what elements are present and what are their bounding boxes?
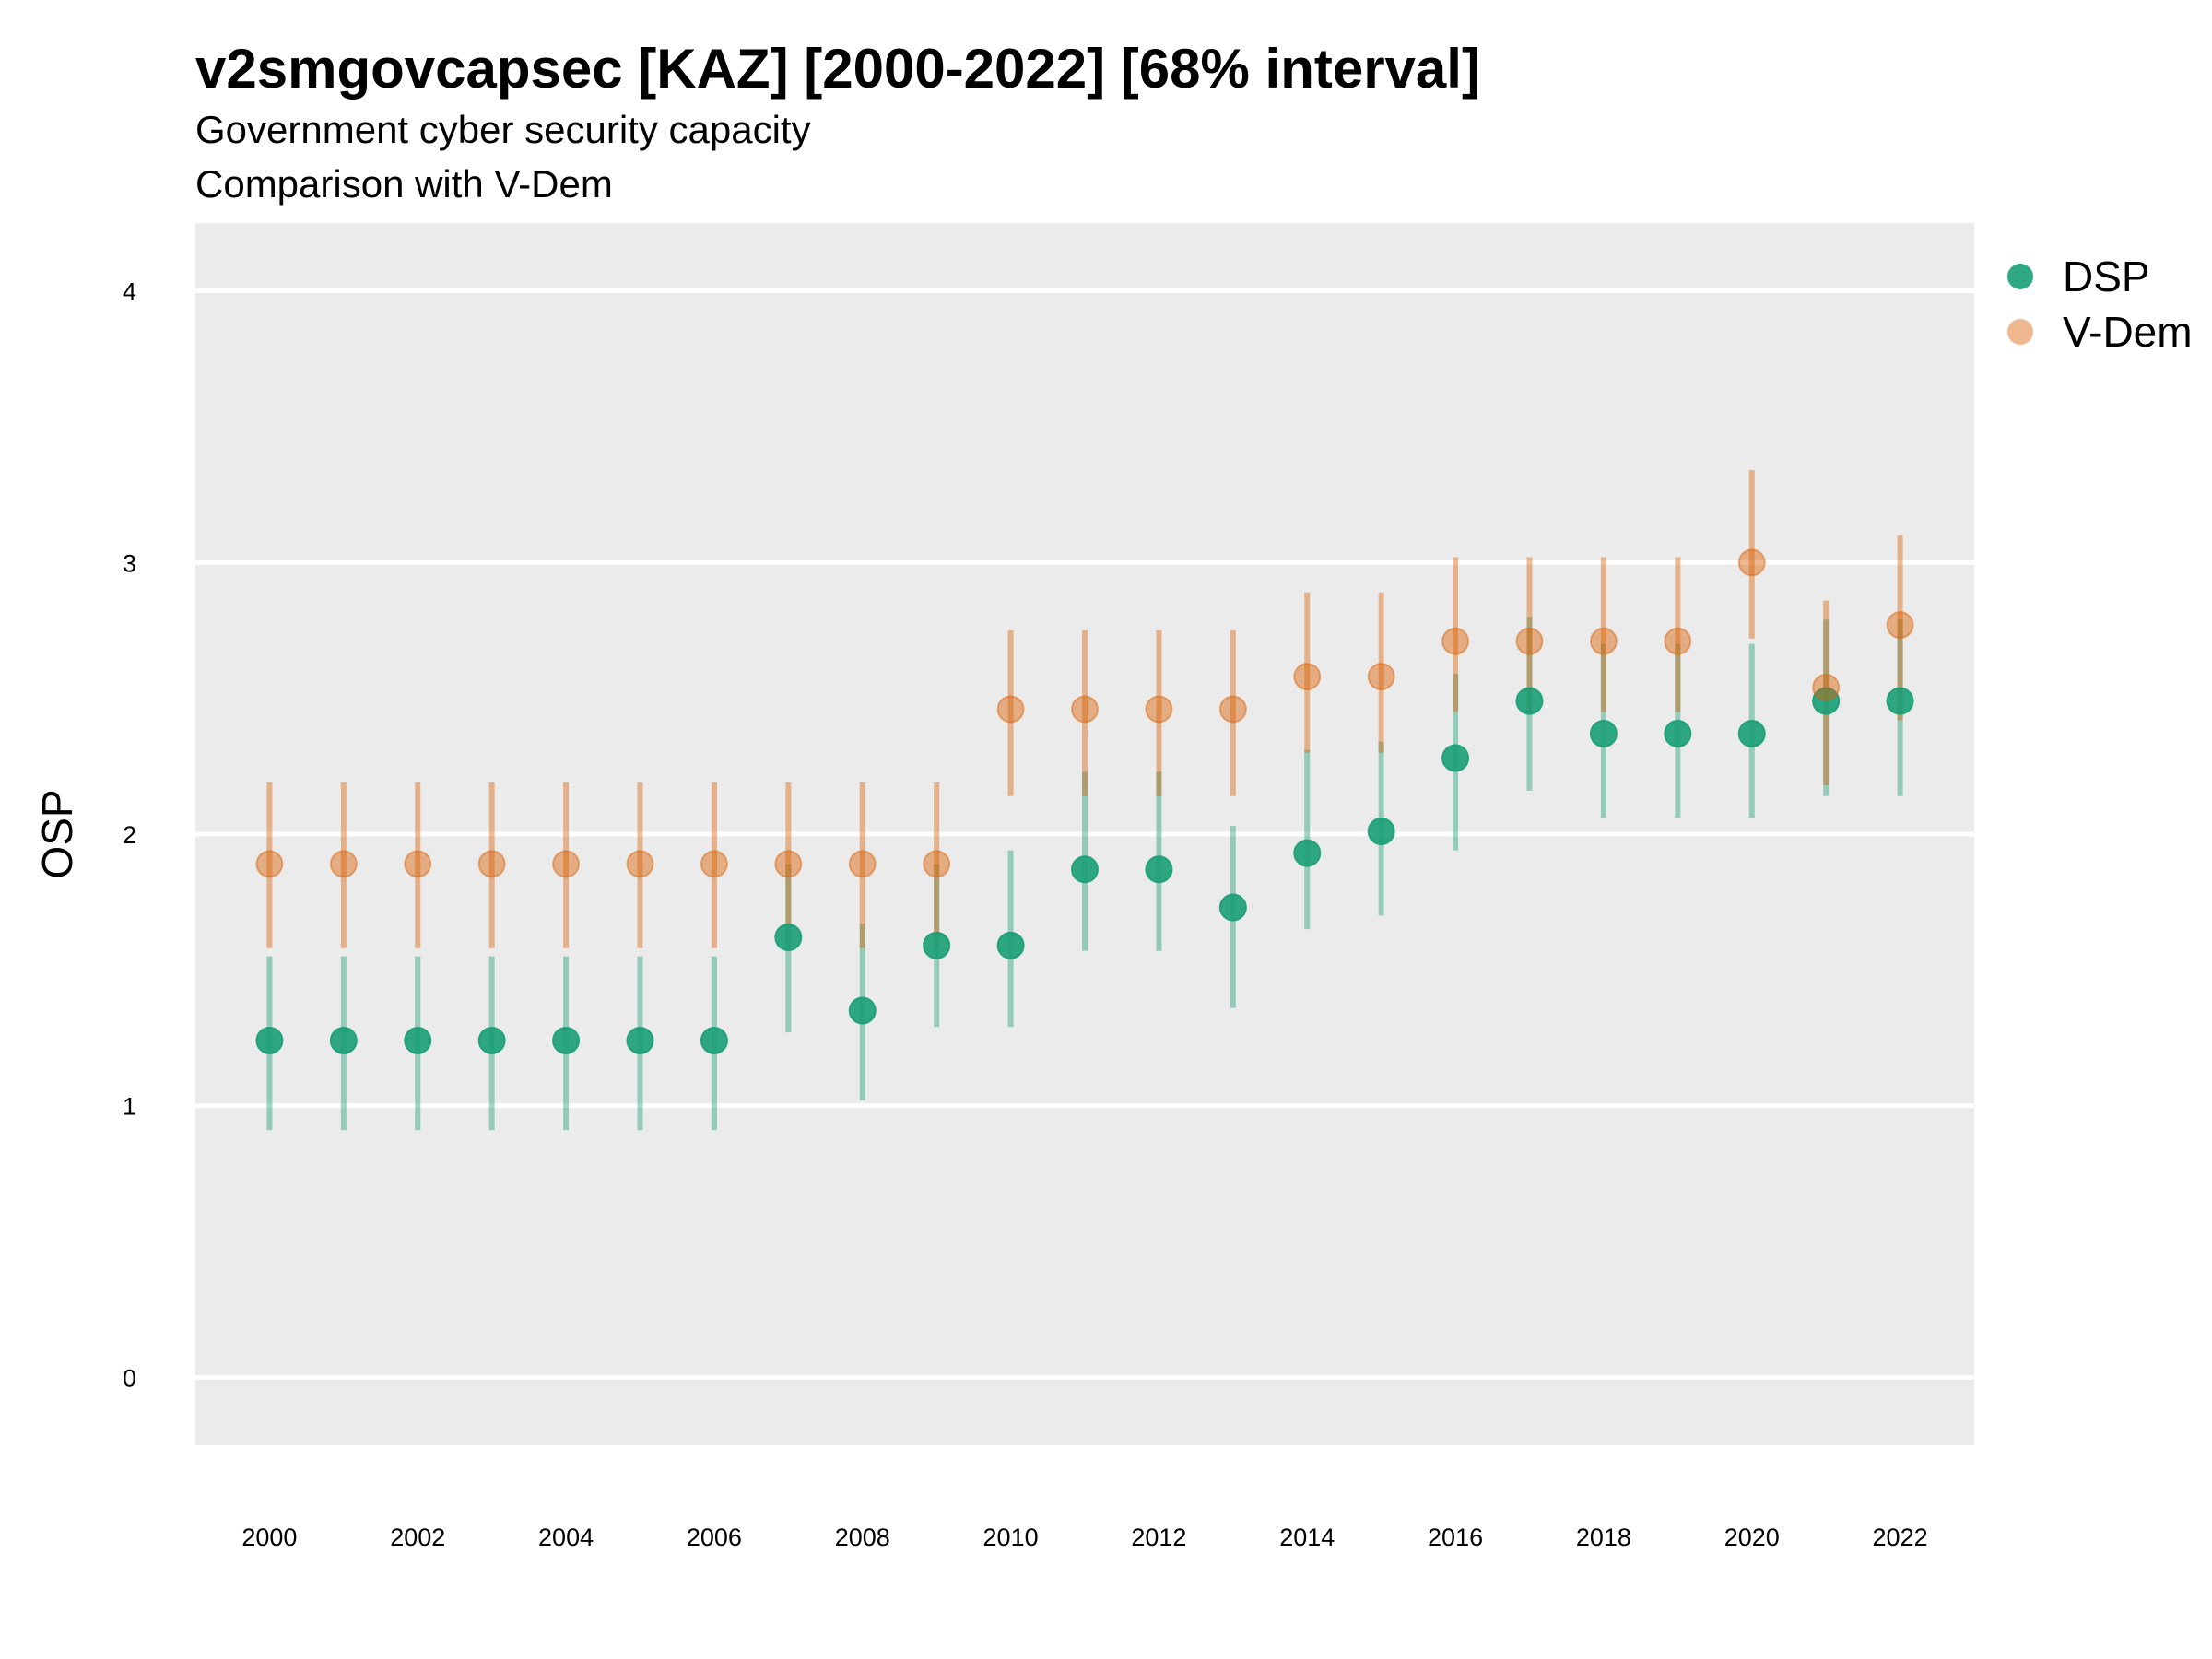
- data-point: [1664, 719, 1692, 747]
- chart-subtitle: Government cyber security capacity: [195, 108, 811, 151]
- data-point: [700, 1026, 728, 1054]
- data-point: [1071, 855, 1099, 884]
- data-point: [1886, 611, 1914, 640]
- x-tick-label: 2000: [241, 1524, 297, 1551]
- y-tick-label: 2: [123, 821, 136, 849]
- data-point: [774, 923, 803, 951]
- data-point: [404, 1026, 432, 1054]
- gridlines: [195, 288, 1974, 1380]
- data-point: [923, 850, 951, 878]
- series-layer: [255, 470, 1914, 1131]
- y-tick-label: 4: [123, 278, 136, 306]
- series-1-points: [255, 548, 1914, 878]
- x-tick-label: 2010: [983, 1524, 1039, 1551]
- data-point: [1515, 687, 1544, 715]
- data-point: [477, 850, 506, 878]
- data-point: [1812, 687, 1841, 715]
- x-tick-label: 2012: [1131, 1524, 1186, 1551]
- series-1-interval-bars: [266, 470, 1903, 948]
- x-tick-label: 2008: [835, 1524, 890, 1551]
- data-point: [923, 931, 951, 959]
- data-point: [1737, 548, 1766, 577]
- data-point: [1515, 627, 1544, 655]
- data-point: [1441, 744, 1470, 772]
- data-point: [626, 1026, 654, 1054]
- x-tick-label: 2014: [1279, 1524, 1335, 1551]
- legend-label-dsp: DSP: [2063, 253, 2150, 300]
- legend-label-vdem: V-Dem: [2063, 308, 2193, 356]
- chart-title: v2smgovcapsec [KAZ] [2000-2022] [68% int…: [195, 38, 1480, 100]
- data-point: [626, 850, 654, 878]
- data-point: [255, 850, 284, 878]
- data-point: [1145, 695, 1173, 724]
- x-tick-label: 2020: [1724, 1524, 1780, 1551]
- data-point: [1145, 855, 1173, 884]
- data-point: [848, 996, 877, 1025]
- legend-key-dsp: [2007, 264, 2033, 289]
- y-tick-label: 0: [123, 1364, 136, 1392]
- data-point: [1812, 673, 1841, 701]
- data-point: [477, 1026, 506, 1054]
- data-point: [1367, 818, 1395, 846]
- data-point: [848, 850, 877, 878]
- data-point: [1589, 627, 1618, 655]
- data-point: [1071, 695, 1099, 724]
- data-point: [1218, 695, 1247, 724]
- x-tick-label: 2016: [1428, 1524, 1483, 1551]
- data-point: [552, 850, 581, 878]
- x-axis-ticks: 2000 2002 2004 2006 2008 2010 2012 2014 2016 2018…: [241, 1524, 1927, 1551]
- y-tick-label: 1: [123, 1093, 136, 1121]
- legend-key-vdem: [2007, 319, 2033, 345]
- data-point: [1886, 687, 1914, 715]
- data-point: [404, 850, 432, 878]
- y-axis-ticks: 0 1 2 3 4: [123, 278, 136, 1393]
- data-point: [996, 695, 1025, 724]
- y-tick-label: 3: [123, 549, 136, 577]
- data-point: [1218, 893, 1247, 922]
- data-point: [1293, 839, 1322, 867]
- chart-subtitle-2: Comparison with V-Dem: [195, 162, 613, 206]
- x-tick-label: 2018: [1576, 1524, 1631, 1551]
- data-point: [1441, 627, 1470, 655]
- y-axis-label: OSP: [33, 789, 81, 878]
- data-point: [1589, 719, 1618, 747]
- x-tick-label: 2006: [687, 1524, 742, 1551]
- x-tick-label: 2022: [1873, 1524, 1928, 1551]
- data-point: [1664, 627, 1692, 655]
- x-tick-label: 2002: [390, 1524, 445, 1551]
- data-point: [996, 931, 1025, 959]
- legend: DSP V-Dem: [2007, 253, 2193, 356]
- data-point: [329, 850, 358, 878]
- data-point: [329, 1026, 358, 1054]
- data-point: [1737, 719, 1766, 747]
- data-point: [1293, 663, 1322, 691]
- data-point: [552, 1026, 581, 1054]
- data-point: [774, 850, 803, 878]
- data-point: [1367, 663, 1395, 691]
- data-point: [700, 850, 728, 878]
- data-point: [255, 1026, 284, 1054]
- series-0-points: [255, 687, 1914, 1054]
- x-tick-label: 2004: [538, 1524, 594, 1551]
